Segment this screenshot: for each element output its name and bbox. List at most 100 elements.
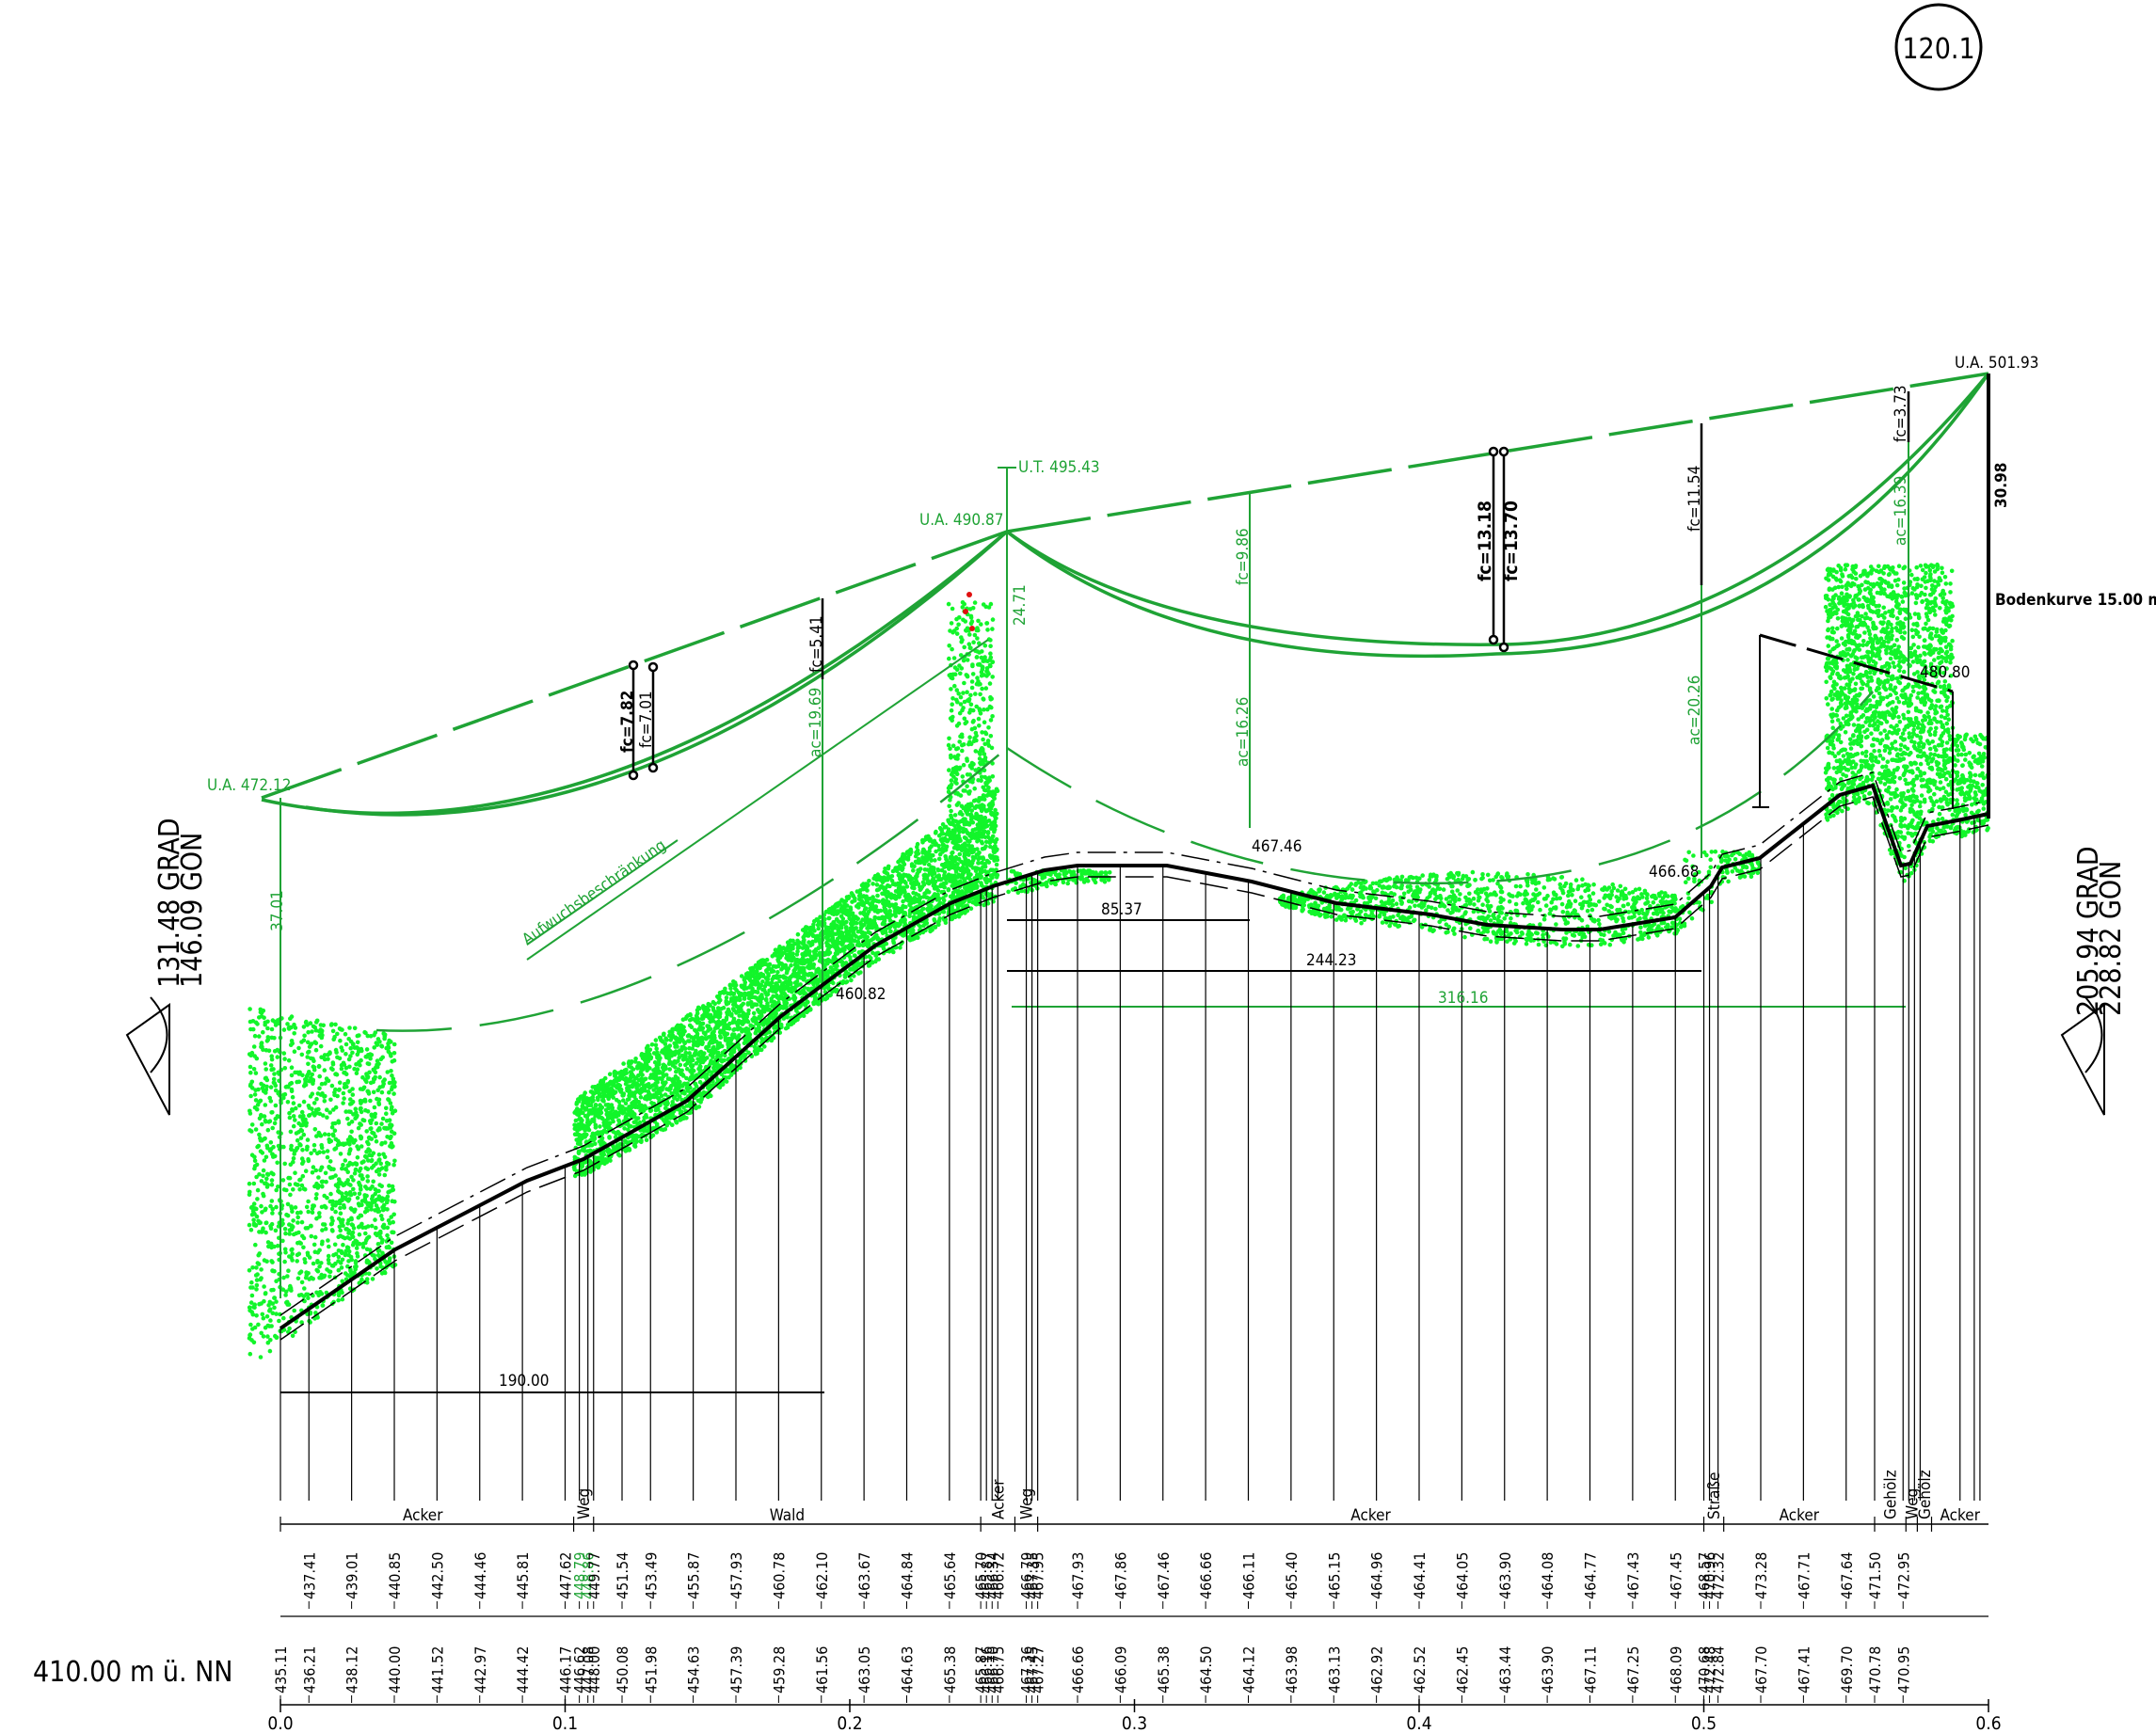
height-value: 467.45 [1667, 1552, 1685, 1599]
land-use-label: Acker [1940, 1506, 1980, 1525]
height-value: 463.05 [855, 1646, 873, 1693]
height-value: 463.98 [1283, 1646, 1301, 1693]
conductor-1b-span-2 [1005, 373, 1990, 659]
height-value: 446.17 [557, 1646, 575, 1693]
left-angle-grad: 131.48 GRAD [153, 818, 186, 988]
height-value: 469.70 [1838, 1646, 1856, 1693]
height-value: 467.46 [1155, 1552, 1173, 1599]
height-value: 464.63 [899, 1646, 917, 1693]
height-value: 463.67 [855, 1552, 873, 1599]
height-value: 470.95 [1894, 1646, 1912, 1693]
height-value: 473.28 [1752, 1552, 1770, 1599]
height-value: 466.66 [1069, 1646, 1087, 1693]
height-value: 436.21 [300, 1646, 318, 1693]
height-value: 465.38 [941, 1646, 959, 1693]
datum-label: 410.00 m ü. NN [33, 1656, 232, 1689]
tower-2-top-label: U.T. 495.43 [1018, 458, 1100, 477]
height-value: 467.86 [1111, 1552, 1129, 1599]
left-angle-gon: 146.09 GON [176, 833, 209, 988]
tower-2-height: 24.71 [1011, 584, 1030, 626]
height-value: 464.12 [1240, 1646, 1258, 1693]
tower-2-label: U.A. 490.87 [919, 511, 1003, 530]
land-use-label: Weg [1903, 1488, 1922, 1519]
aufwuchs-label: Aufwuchsbeschränkung [519, 836, 669, 949]
height-value: 464.96 [1368, 1552, 1386, 1599]
right-angle-gon: 228.82 GON [2095, 861, 2128, 1016]
height-value: 466.75 [989, 1646, 1007, 1693]
ground-profile [279, 771, 1989, 1341]
height-value: 455.87 [685, 1552, 703, 1599]
height-value: 464.77 [1582, 1552, 1600, 1599]
height-value: 439.01 [343, 1552, 361, 1599]
height-value: 450.08 [614, 1646, 631, 1693]
height-value: 444.42 [514, 1646, 532, 1693]
height-value: 472.84 [1710, 1646, 1728, 1693]
bodenkurve-label: Bodenkurve 15.00 m ( [1995, 591, 2156, 610]
height-value: 467.25 [1624, 1646, 1642, 1693]
height-value: 465.40 [1283, 1552, 1301, 1599]
sheet-number-badge: 120.1 [1894, 3, 1983, 91]
land-use-label: Weg [1018, 1488, 1037, 1519]
height-value: 467.95 [1030, 1552, 1047, 1599]
height-value: 463.13 [1325, 1646, 1343, 1693]
height-value: 467.27 [1030, 1646, 1047, 1693]
height-value: 472.48 [1701, 1646, 1719, 1693]
height-value: 466.66 [1197, 1552, 1215, 1599]
tower-1-label: U.A. 472.12 [207, 776, 291, 795]
land-use-label: Acker [403, 1506, 443, 1525]
height-value: 465.15 [1325, 1552, 1343, 1599]
height-value: 463.90 [1539, 1646, 1557, 1693]
height-value: 467.43 [1624, 1552, 1642, 1599]
height-value: 467.93 [1069, 1552, 1087, 1599]
height-value: 471.50 [1866, 1552, 1884, 1599]
height-value: 448.00 [585, 1646, 603, 1693]
height-value: 468.09 [1667, 1646, 1685, 1693]
height-value: 460.78 [770, 1552, 788, 1599]
chord-span-2 [1006, 372, 1989, 533]
height-value: 465.64 [941, 1552, 959, 1599]
conductor-1b-span-1 [305, 530, 1009, 817]
height-value: 435.11 [272, 1646, 290, 1693]
height-value: 437.41 [300, 1552, 318, 1599]
km-tick: 0.5 [1691, 1713, 1717, 1733]
height-value: 470.96 [1701, 1552, 1719, 1599]
land-use-label: Gehölz [1882, 1470, 1901, 1519]
height-value: 453.49 [642, 1552, 660, 1599]
height-value: 448.79 [571, 1552, 589, 1599]
height-value: 461.56 [813, 1646, 831, 1693]
tower-3-height: 30.98 [1992, 463, 2011, 508]
height-value: 459.28 [770, 1646, 788, 1693]
height-value: 470.68 [1696, 1646, 1714, 1693]
conductor-lines [261, 372, 1990, 1298]
height-value: 466.09 [1111, 1646, 1129, 1693]
km-tick: 0.0 [267, 1713, 293, 1733]
point-labels: 460.82 467.46 466.68 480.80 190.00 85.37… [499, 663, 1971, 1391]
height-value: 466.16 [978, 1646, 996, 1693]
height-value: 447.62 [557, 1552, 575, 1599]
safety-curve-span-1 [375, 747, 1008, 1032]
land-use-label: Weg [575, 1488, 594, 1519]
height-value: 465.87 [978, 1552, 996, 1599]
height-value: 466.70 [983, 1646, 1001, 1693]
height-value: 454.63 [685, 1646, 703, 1693]
vegetation-points [247, 562, 1991, 1359]
height-value: 467.41 [1795, 1646, 1813, 1693]
height-value: 451.54 [614, 1552, 631, 1599]
height-value: 467.64 [1838, 1552, 1856, 1599]
km-tick: 0.2 [837, 1713, 862, 1733]
height-value: 467.71 [1795, 1552, 1813, 1599]
land-use-label: Wald [770, 1506, 805, 1525]
land-use-label: Acker [989, 1479, 1008, 1519]
aufwuchs-line [526, 639, 989, 961]
sag-markers [280, 374, 1990, 1393]
land-use-label: Gehölz [1916, 1470, 1935, 1519]
height-value: 441.52 [428, 1646, 446, 1693]
height-value: 472.95 [1894, 1552, 1912, 1599]
km-tick: 0.4 [1406, 1713, 1431, 1733]
land-use-label: Straße [1705, 1472, 1724, 1519]
height-value: 464.84 [899, 1552, 917, 1599]
height-value: 442.97 [471, 1646, 489, 1693]
height-value: 462.10 [813, 1552, 831, 1599]
left-angle-indicator: 131.48 GRAD 146.09 GON [125, 818, 209, 1116]
